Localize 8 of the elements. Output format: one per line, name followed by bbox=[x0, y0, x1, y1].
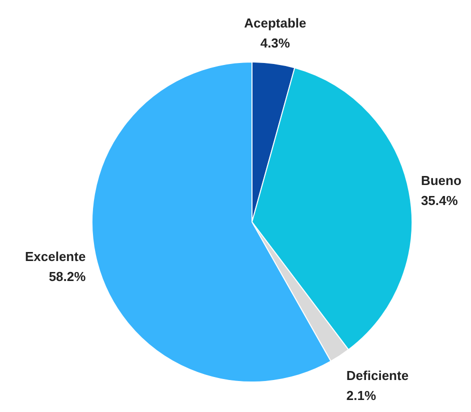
data-label: 4.3% bbox=[260, 36, 290, 51]
data-label: 35.4% bbox=[420, 192, 458, 208]
slice-label: Excelente bbox=[24, 248, 86, 264]
data-label: 58.2% bbox=[48, 268, 86, 284]
data-label: 2.1% bbox=[346, 388, 377, 403]
slice-label: Deficiente bbox=[346, 368, 409, 383]
slice-label: Aceptable bbox=[244, 16, 306, 31]
slice-label: Bueno bbox=[420, 172, 462, 188]
